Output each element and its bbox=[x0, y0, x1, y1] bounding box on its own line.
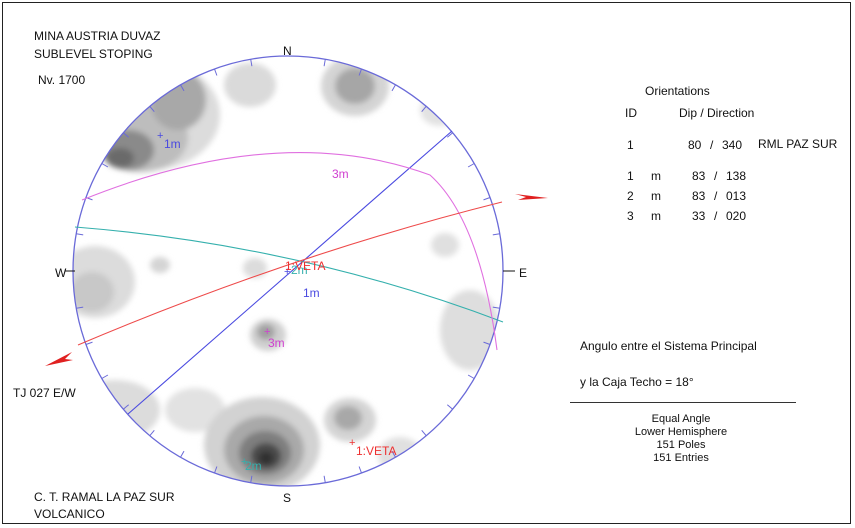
primitive-tick bbox=[180, 84, 185, 92]
compass-south: S bbox=[283, 491, 291, 505]
pole-3m-label: 3m bbox=[268, 336, 285, 350]
primitive-tick bbox=[76, 306, 84, 309]
veta-label-center: 1:VETA bbox=[285, 259, 325, 273]
mining-method: SUBLEVEL STOPING bbox=[34, 47, 153, 61]
primitive-tick bbox=[492, 233, 500, 236]
level-label: Nv. 1700 bbox=[38, 73, 86, 87]
veta-pole-marker: + bbox=[349, 437, 355, 449]
primitive-tick bbox=[76, 233, 84, 236]
primitive-tick bbox=[391, 84, 396, 92]
tick-marks bbox=[76, 59, 500, 483]
primitive-tick bbox=[467, 163, 475, 168]
primitive-tick bbox=[101, 374, 109, 379]
primitive-tick bbox=[358, 466, 362, 474]
poles-count: 151 Poles bbox=[656, 439, 706, 451]
primitive-tick bbox=[446, 132, 454, 138]
orientation-id: 3 bbox=[627, 209, 634, 223]
orientation-dir: 020 bbox=[726, 209, 747, 223]
orientation-type: m bbox=[651, 189, 661, 203]
primitive-tick bbox=[122, 404, 130, 410]
angle-note-line1: Angulo entre el Sistema Principal bbox=[580, 339, 757, 353]
angle-note-line2: y la Caja Techo = 18° bbox=[580, 375, 694, 389]
primitive-tick bbox=[250, 475, 253, 483]
primitive-tick bbox=[323, 475, 326, 483]
pole-2m-label-bottom: 2m bbox=[245, 459, 262, 473]
orientation-slash: / bbox=[714, 209, 718, 223]
projection-type: Equal Angle bbox=[651, 413, 711, 425]
plane-2m-great-circle bbox=[74, 226, 504, 323]
strike-arrow-east bbox=[515, 194, 548, 200]
plane-3m-great-circle bbox=[81, 152, 498, 351]
density-contours bbox=[73, 56, 500, 486]
primitive-tick bbox=[467, 374, 475, 379]
primitive-tick bbox=[180, 450, 185, 458]
primitive-tick bbox=[122, 132, 130, 138]
orientation-label: RML PAZ SUR bbox=[758, 137, 838, 151]
hemisphere-label: Lower Hemisphere bbox=[634, 426, 728, 438]
pole-1m-label-center: 1m bbox=[303, 286, 320, 300]
primitive-tick bbox=[149, 105, 155, 113]
divider bbox=[570, 402, 796, 403]
location-label: C. T. RAMAL LA PAZ SUR bbox=[34, 490, 175, 504]
projection-info: Equal Angle Lower Hemisphere 151 Poles 1… bbox=[606, 413, 756, 465]
orientation-id: 2 bbox=[627, 189, 634, 203]
primitive-tick bbox=[421, 105, 427, 113]
primitive-tick bbox=[483, 197, 491, 201]
plane-3m-label: 3m bbox=[332, 167, 349, 181]
rock-type-label: VOLCANICO bbox=[34, 507, 105, 521]
primitive-tick bbox=[391, 450, 396, 458]
compass-west: W bbox=[55, 266, 67, 280]
tj-label: TJ 027 E/W bbox=[13, 386, 76, 400]
center-pole-marker: + bbox=[284, 266, 290, 278]
orientation-dip: 80 bbox=[688, 138, 702, 152]
primitive-tick bbox=[358, 68, 362, 76]
primitive-tick bbox=[214, 68, 218, 76]
entries-count: 151 Entries bbox=[653, 452, 709, 464]
orientations-id-header: ID bbox=[625, 106, 637, 120]
orientation-dir: 013 bbox=[726, 189, 747, 203]
primitive-tick bbox=[250, 59, 253, 67]
pole-2m-marker: + bbox=[241, 456, 247, 468]
pole-1m-label-top: 1m bbox=[164, 137, 181, 151]
primitive-tick bbox=[492, 306, 500, 309]
mine-name: MINA AUSTRIA DUVAZ bbox=[34, 29, 161, 43]
primitive-tick bbox=[214, 466, 218, 474]
orientation-dir: 340 bbox=[722, 138, 743, 152]
orientation-slash: / bbox=[714, 169, 718, 183]
pole-2m-label-center: 2m bbox=[291, 263, 308, 277]
orientation-type: m bbox=[651, 169, 661, 183]
pole-3m-marker: + bbox=[264, 326, 270, 338]
orientation-dip: 83 bbox=[692, 169, 706, 183]
veta-great-circle bbox=[77, 201, 503, 346]
primitive-tick bbox=[323, 59, 326, 67]
primitive-tick bbox=[483, 341, 491, 345]
compass-north: N bbox=[283, 44, 292, 58]
primitive-tick bbox=[421, 429, 427, 437]
orientation-id: 1 bbox=[627, 169, 634, 183]
primitive-tick bbox=[85, 341, 93, 345]
veta-label-bottom: 1:VETA bbox=[356, 444, 396, 458]
orientations-dip-header: Dip / Direction bbox=[679, 106, 755, 120]
orientation-dip: 83 bbox=[692, 189, 706, 203]
orientation-dir: 138 bbox=[726, 169, 747, 183]
strike-arrow-west bbox=[45, 352, 73, 366]
compass-east: E bbox=[519, 266, 527, 280]
orientations-title: Orientations bbox=[645, 84, 710, 98]
primitive-tick bbox=[101, 163, 109, 168]
pole-1m-marker: + bbox=[157, 130, 163, 142]
orientation-slash: / bbox=[710, 138, 714, 152]
primitive-tick bbox=[149, 429, 155, 437]
orientation-dip: 33 bbox=[692, 209, 706, 223]
plane-1m-great-circle bbox=[127, 130, 453, 415]
orientation-id: 1 bbox=[627, 138, 634, 152]
orientation-slash: / bbox=[714, 189, 718, 203]
orientation-type: m bbox=[651, 209, 661, 223]
primitive-tick bbox=[446, 404, 454, 410]
